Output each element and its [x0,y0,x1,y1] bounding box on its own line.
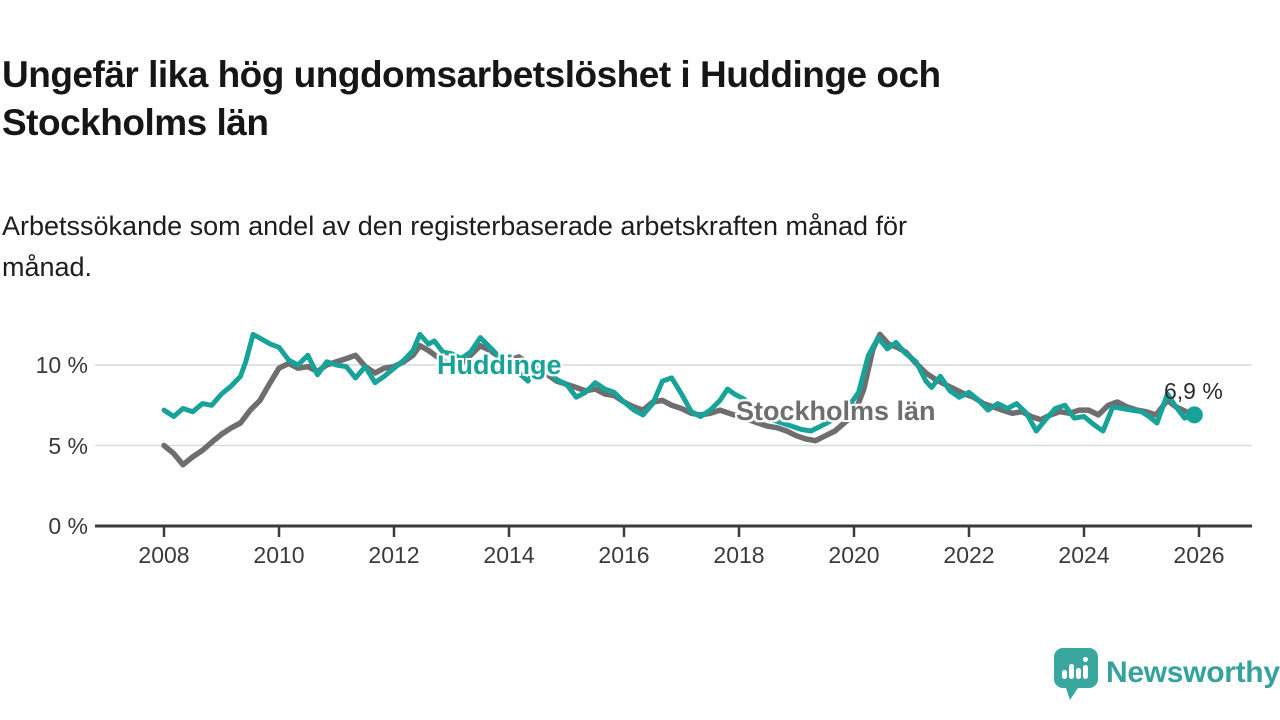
x-axis-tick-label: 2008 [138,542,190,568]
page-title: Ungefär lika hög ungdomsarbetslöshet i H… [2,51,1202,147]
page-subtitle-line-1: Arbetssökande som andel av den registerb… [2,211,908,241]
y-axis-tick-label: 0 % [48,513,88,539]
x-axis-tick-label: 2016 [598,542,650,568]
y-axis-tick-label: 10 % [35,352,88,378]
y-axis-tick-label: 5 % [48,432,88,459]
newsworthy-logo-text: Newsworthy [1106,656,1280,689]
end-value-label: 6,9 % [1164,378,1223,404]
speech-bubble-bar-chart-icon [1054,648,1098,700]
series-line-huddinge [161,331,1197,434]
page-title-line-2: Stockholms län [2,101,269,143]
page-title-line-1: Ungefär lika hög ungdomsarbetslöshet i H… [2,53,941,95]
page-subtitle: Arbetssökande som andel av den registerb… [2,206,1202,288]
x-axis-tick-label: 2010 [253,542,305,568]
series-end-dot-huddinge [1185,406,1203,424]
x-axis-tick-label: 2012 [368,542,420,568]
x-axis-tick-label: 2018 [713,542,765,568]
page-subtitle-line-2: månad. [2,252,93,282]
series-label-huddinge: Huddinge [437,350,562,380]
x-axis-tick-label: 2014 [483,542,535,568]
x-axis-tick-label: 2020 [828,542,880,568]
series-label-stockholms-lan: Stockholms län [736,396,936,426]
x-axis-tick-label: 2022 [943,542,995,568]
x-axis-tick-label: 2024 [1058,542,1110,568]
x-axis-tick-label: 2026 [1173,542,1225,568]
